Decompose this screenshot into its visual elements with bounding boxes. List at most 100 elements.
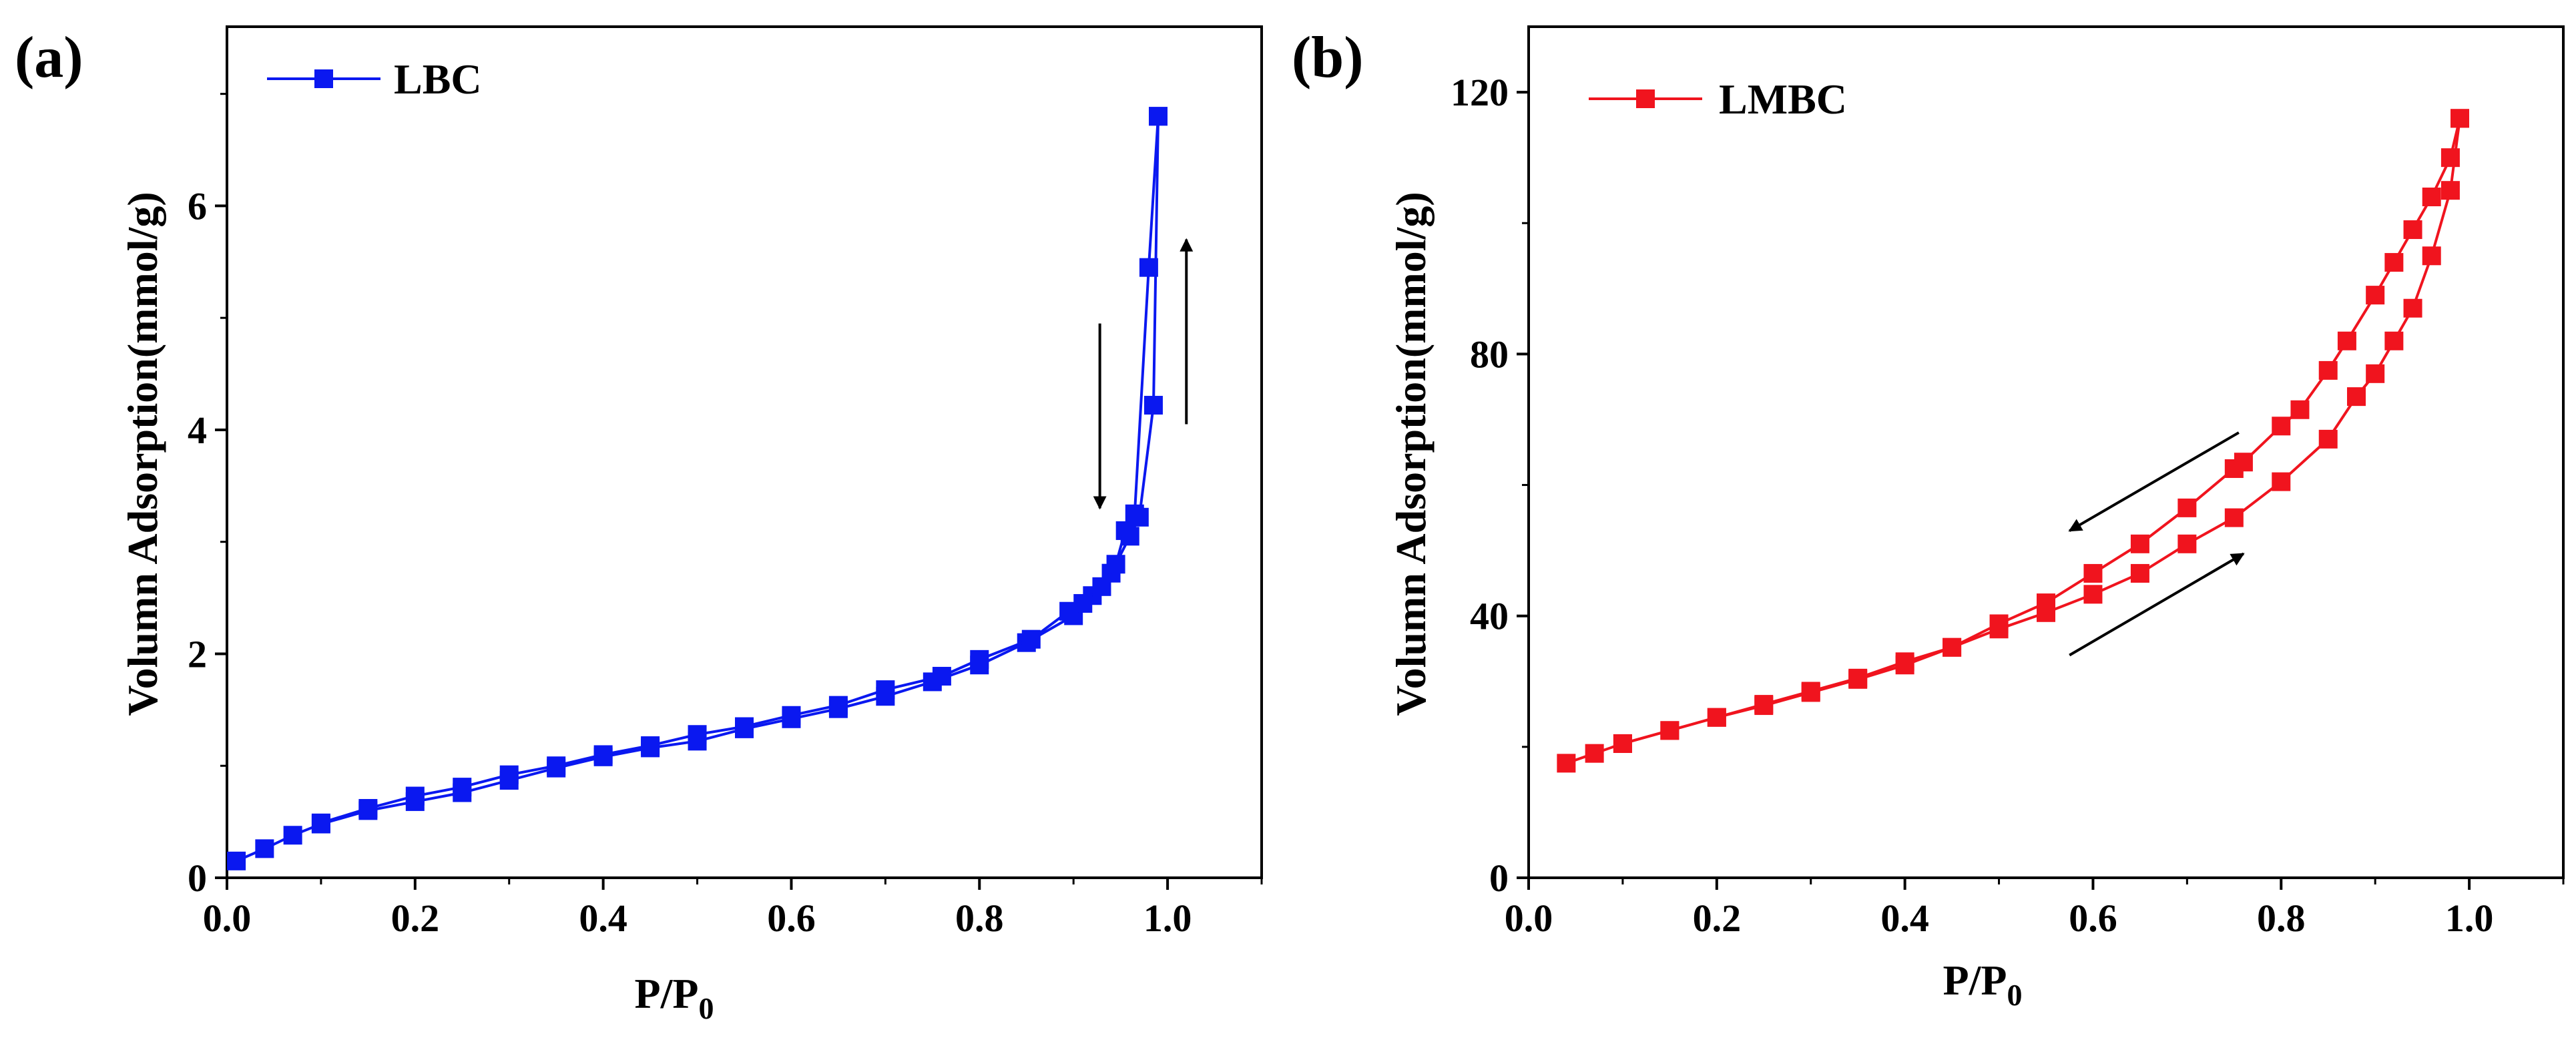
panel-b-adsorption-point [1557, 754, 1576, 773]
panel-b-annotation-arrow [2069, 552, 2245, 657]
panel-b-desorption-point [2440, 148, 2460, 168]
panel-b-plot: 0.0 0.2 0.4 0.6 0.8 1.0 0 40 80 120 [1451, 71, 2565, 940]
panel-b-y-tick-label: 40 [1470, 595, 1509, 638]
panel-a-x-tick-label: 0.2 [391, 896, 440, 940]
panel-a-desorption-point [876, 680, 895, 700]
panel-b: (b) 0.0 0.2 0.4 0.6 0.8 1.0 0 40 80 120 LMBC P/P0… [1292, 25, 2565, 1012]
panel-b-adsorption-point [2440, 181, 2460, 200]
panel-b-desorption-point [1660, 721, 1680, 740]
panel-a-x-tick-label: 0.6 [767, 896, 816, 940]
panel-b-x-tick-label: 0.0 [1505, 896, 1553, 940]
panel-b-desorption-point [2130, 534, 2149, 553]
panel-b-x-tick-label: 0.4 [1880, 896, 1929, 940]
panel-b-desorption-point [2384, 253, 2404, 272]
panel-a-y-tick-label: 0 [188, 856, 207, 900]
panel-b-adsorption-point [2083, 585, 2103, 604]
panel-b-x-tick-label: 0.8 [2257, 896, 2306, 940]
panel-a-desorption-point [932, 667, 951, 686]
panel-b-adsorption-point [1585, 744, 1604, 763]
panel-a: (a) 0.0 0.2 0.4 0.6 0.8 1.0 0 2 4 6 LBC P/P0 Volu… [15, 25, 1263, 1025]
panel-a-adsorption-point [283, 826, 302, 845]
panel-b-x-title: P/P0 [1943, 957, 2023, 1012]
panel-a-desorption-point [358, 798, 378, 818]
panel-a-desorption-point [1125, 504, 1144, 523]
panel-b-adsorption-point [2318, 429, 2338, 449]
panel-a-x-tick-label: 0.0 [203, 896, 252, 940]
panel-a-desorption-point [735, 717, 754, 736]
panel-a-desorption-point [970, 649, 989, 669]
panel-a-legend-text: LBC [394, 55, 482, 103]
panel-b-desorption-point [1801, 682, 1820, 701]
panel-b-adsorption-point [2224, 508, 2244, 527]
panel-a-y-tick-label: 2 [188, 632, 207, 676]
panel-a-label: (a) [15, 25, 83, 90]
panel-b-label: (b) [1292, 25, 1364, 90]
panel-b-adsorption-point [2384, 331, 2404, 350]
panel-b-desorption-point [1707, 708, 1726, 727]
panel-a-x-tick-label: 1.0 [1143, 896, 1192, 940]
panel-a-legend-marker [314, 69, 333, 88]
panel-a-desorption-point [311, 813, 330, 832]
panel-b-desorption-point [2224, 459, 2244, 479]
panel-b-legend-marker [1636, 89, 1655, 108]
panel-b-legend-text: LMBC [1719, 75, 1847, 123]
panel-a-desorption-point [405, 786, 425, 806]
panel-a-desorption-point [688, 725, 707, 744]
panel-a-desorption-line [320, 116, 1160, 824]
panel-b-adsorption-point [2422, 246, 2441, 266]
panel-a-desorption-point [1092, 577, 1111, 596]
panel-b-desorption-point [2337, 331, 2356, 350]
panel-b-desorption-point [1848, 668, 1868, 688]
panel-b-desorption-point [2272, 417, 2291, 436]
panel-a-y-tick-label: 6 [188, 184, 207, 228]
panel-a-desorption-point [782, 706, 801, 725]
panel-a-x-title: P/P0 [635, 970, 714, 1025]
panel-b-desorption-point [1989, 614, 2009, 633]
panel-b-desorption-point [2290, 400, 2310, 419]
panel-a-desorption-point [1059, 601, 1079, 621]
panel-a-adsorption-point [227, 851, 246, 870]
panel-a-desorption-point [499, 765, 519, 784]
panel-b-y-tick-label: 80 [1470, 332, 1509, 376]
panel-b-desorption-point [1613, 734, 1632, 753]
panel-b-desorption-point [2422, 188, 2441, 206]
panel-a-y-tick-label: 4 [188, 409, 207, 452]
panel-a-desorption-point [453, 778, 472, 797]
panel-b-frame [1527, 25, 2565, 879]
panel-a-desorption-point [547, 756, 566, 776]
panel-b-desorption-point [2177, 498, 2197, 517]
panel-a-plot: 0.0 0.2 0.4 0.6 0.8 1.0 0 2 4 6 [188, 93, 1263, 940]
panel-b-desorption-point [2037, 593, 2055, 613]
panel-b-annotation-arrow [2068, 431, 2240, 532]
panel-b-legend: LMBC [1589, 75, 1847, 123]
panel-a-desorption-point [1149, 107, 1168, 126]
panel-a-desorption-point [1021, 629, 1041, 649]
panel-b-desorption-point [2366, 286, 2385, 305]
panel-a-y-title: Volumn Adsorption(mmol/g) [119, 192, 166, 716]
panel-b-desorption-point [1943, 637, 1962, 657]
panel-b-x-tick-label: 1.0 [2445, 896, 2494, 940]
panel-a-desorption-point [828, 696, 848, 715]
panel-a-frame [226, 25, 1263, 879]
panel-b-adsorption-point [2403, 298, 2422, 318]
panel-a-adsorption-point [1143, 396, 1163, 415]
panel-a-desorption-point [1139, 258, 1158, 277]
panel-a-desorption-point [1115, 521, 1135, 540]
panel-a-desorption-point [1106, 555, 1125, 574]
panel-b-x-tick-label: 0.2 [1693, 896, 1742, 940]
panel-b-desorption-point [2451, 109, 2469, 128]
panel-b-desorption-point [1895, 652, 1914, 672]
panel-a-x-tick-label: 0.8 [955, 896, 1004, 940]
panel-b-x-tick-label: 0.6 [2069, 896, 2117, 940]
panel-b-desorption-point [2403, 220, 2422, 240]
panel-b-adsorption-point [2272, 472, 2291, 491]
panel-a-desorption-point [593, 745, 613, 764]
panel-a-legend: LBC [267, 55, 482, 103]
panel-b-desorption-point [2083, 563, 2103, 583]
panel-b-adsorption-point [2177, 534, 2197, 553]
panel-b-desorption-point [1754, 695, 1774, 714]
panel-a-desorption-point [641, 736, 660, 756]
panel-b-y-title: Volumn Adsorption(mmol/g) [1387, 192, 1435, 716]
panel-a-adsorption-point [255, 839, 274, 858]
